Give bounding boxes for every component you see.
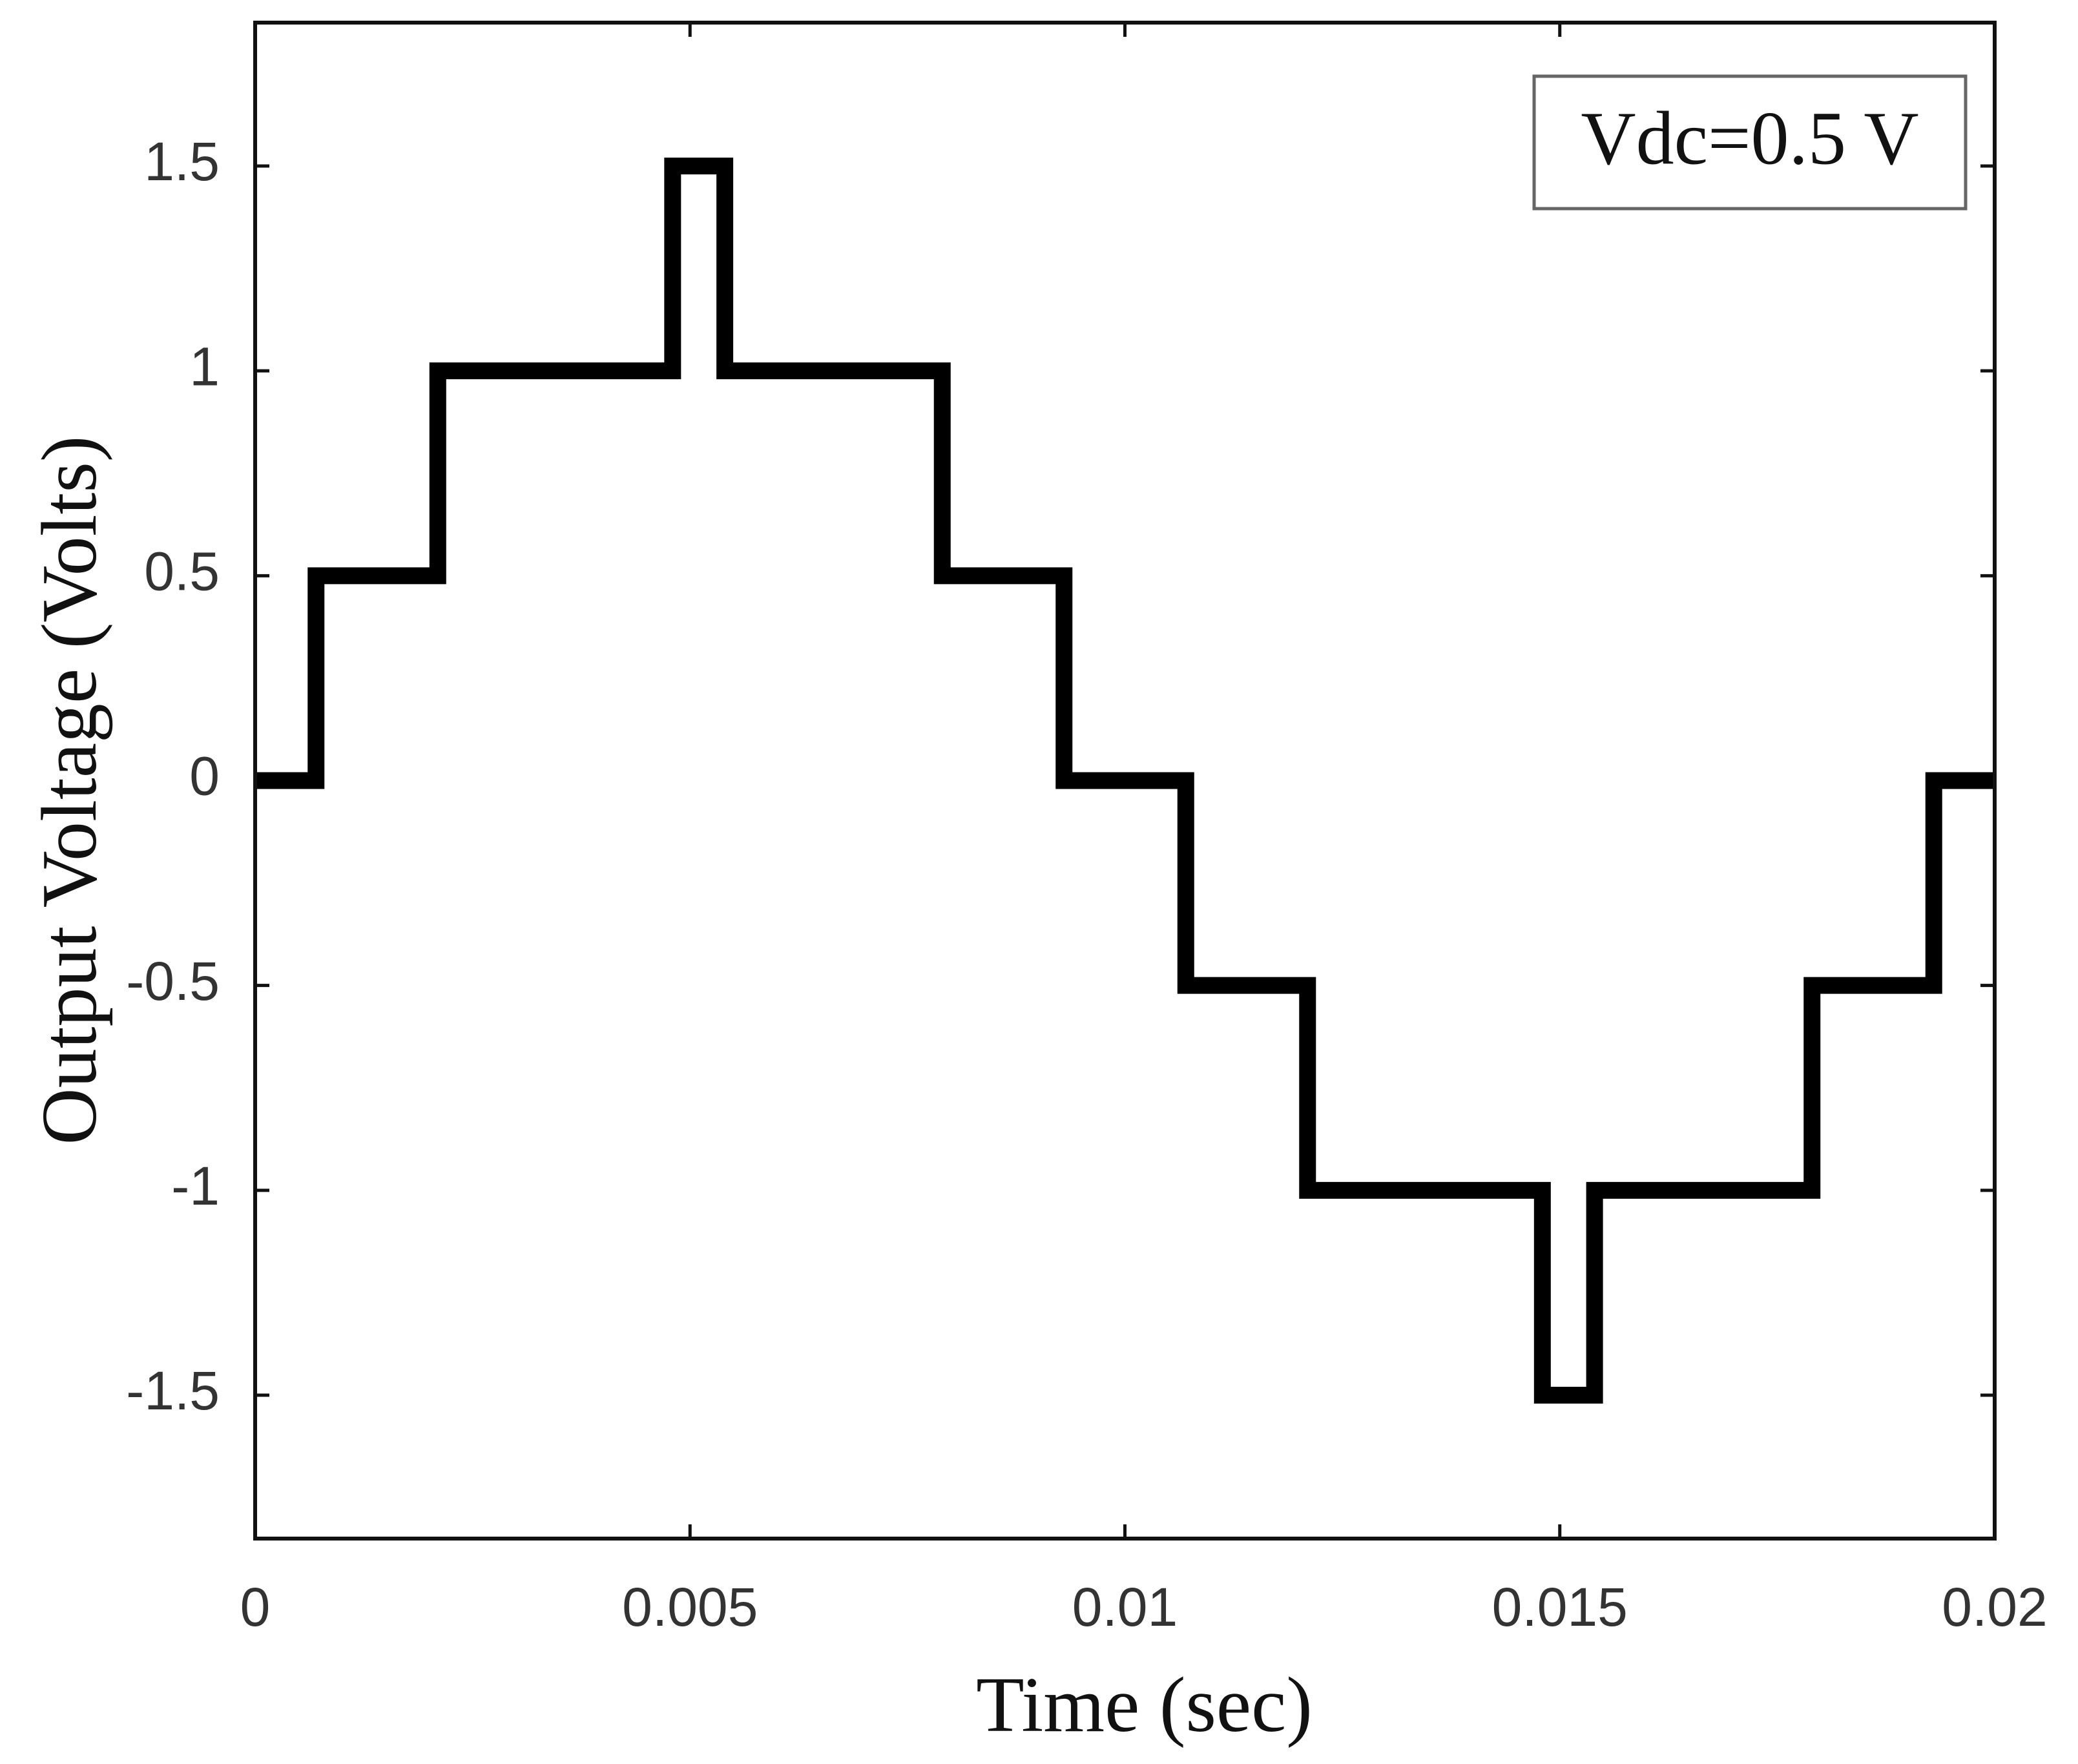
x-tick-label: 0.02 bbox=[1942, 1577, 2048, 1637]
y-tick-label: 1 bbox=[189, 336, 220, 397]
legend-frame bbox=[1532, 74, 1968, 211]
annotation-vdc: Vdc=0.5 V bbox=[1581, 96, 1918, 181]
series-line-output-voltage bbox=[255, 158, 1995, 1404]
y-axis-title: Output Voltage (Volts) bbox=[26, 435, 113, 1145]
y-tick-label: 1.5 bbox=[144, 131, 220, 192]
y-tick-label: 0.5 bbox=[144, 541, 220, 602]
y-tick-label: -1.5 bbox=[126, 1360, 220, 1421]
y-tick-label: 0 bbox=[189, 746, 220, 807]
plot-area-frame bbox=[253, 21, 1997, 1541]
x-axis-title: Time (sec) bbox=[976, 1661, 1313, 1748]
y-tick-label: -1 bbox=[171, 1156, 220, 1216]
x-tick-label: 0.01 bbox=[1072, 1577, 1178, 1637]
x-tick-label: 0.005 bbox=[622, 1577, 758, 1637]
tick-labels: 0 0.005 0.01 0.015 0.02 1.5 1 0.5 0 -0.5 -1 -1.5 bbox=[126, 131, 2048, 1637]
x-tick-label: 0.015 bbox=[1492, 1577, 1628, 1637]
legend-box: Vdc=0.5 V bbox=[1532, 74, 1968, 211]
y-tick-label: -0.5 bbox=[126, 951, 220, 1012]
x-tick-label: 0 bbox=[240, 1577, 271, 1637]
